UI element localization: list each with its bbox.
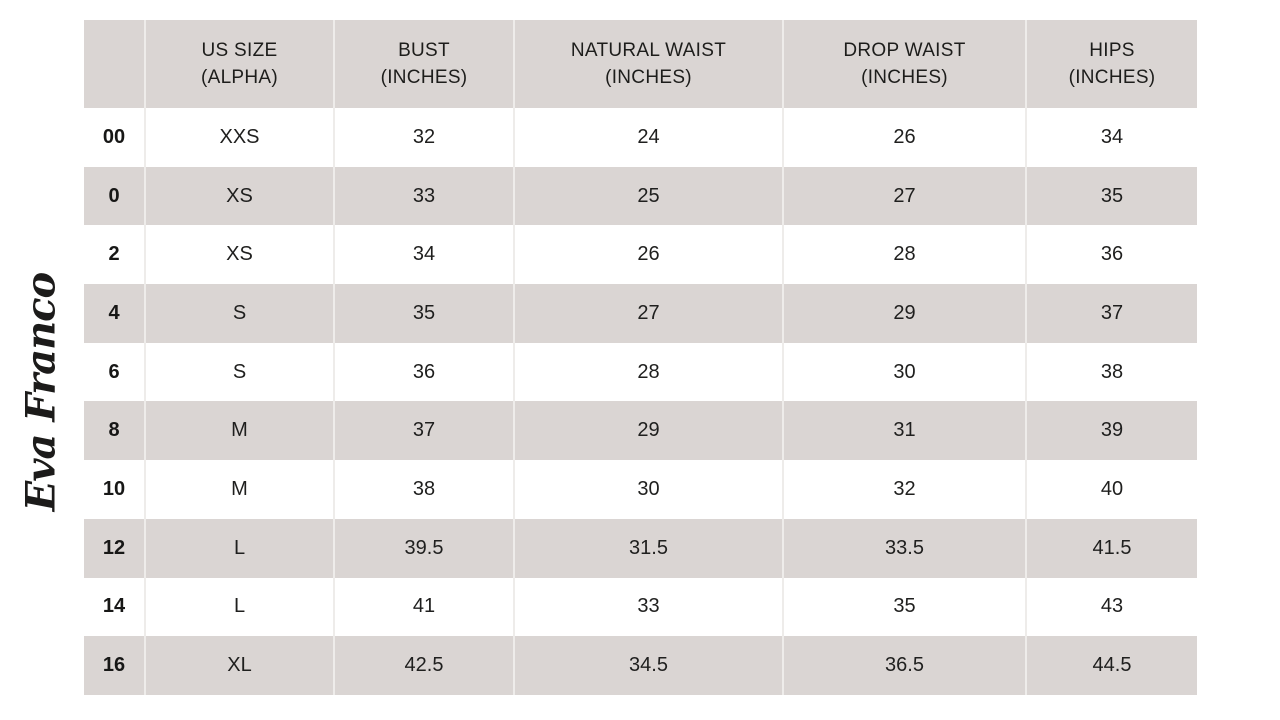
hips-cell: 39	[1025, 401, 1197, 461]
us-size-cell: 0	[84, 166, 144, 226]
table-row-size-16: 16 XL 42.5 34.5 36.5 44.5	[84, 636, 1197, 695]
bust-cell: 35	[333, 284, 513, 343]
us-size-cell: 12	[84, 518, 144, 578]
drop-waist-cell: 26	[782, 108, 1025, 167]
us-size-cell: 16	[84, 636, 144, 695]
header-hips-line1: HIPS	[1089, 40, 1135, 61]
table-row-size-4: 4 S 35 27 29 37	[84, 284, 1197, 343]
bust-cell: 36	[333, 342, 513, 402]
drop-waist-cell: 28	[782, 225, 1025, 285]
header-drop-waist-line1: DROP WAIST	[843, 40, 966, 61]
bust-cell: 38	[333, 460, 513, 519]
table-row-size-6: 6 S 36 28 30 38	[84, 342, 1197, 402]
drop-waist-cell: 27	[782, 166, 1025, 226]
drop-waist-cell: 32	[782, 460, 1025, 519]
bust-cell: 37	[333, 401, 513, 461]
natural-waist-cell: 33	[513, 577, 782, 637]
alpha-size-cell: S	[144, 342, 333, 402]
alpha-size-cell: XS	[144, 166, 333, 226]
header-us-size-alpha-line2: (ALPHA)	[200, 67, 279, 88]
header-corner-cell	[84, 20, 144, 108]
us-size-cell: 4	[84, 284, 144, 343]
alpha-size-cell: L	[144, 577, 333, 637]
hips-cell: 38	[1025, 342, 1197, 402]
header-bust: BUST (INCHES)	[333, 20, 513, 108]
natural-waist-cell: 30	[513, 460, 782, 519]
natural-waist-cell: 28	[513, 342, 782, 402]
table-row-size-14: 14 L 41 33 35 43	[84, 577, 1197, 637]
alpha-size-cell: XXS	[144, 108, 333, 167]
us-size-cell: 6	[84, 342, 144, 402]
alpha-size-cell: M	[144, 460, 333, 519]
header-natural-waist: NATURAL WAIST (INCHES)	[513, 20, 782, 108]
header-natural-waist-line2: (INCHES)	[605, 67, 692, 88]
drop-waist-cell: 35	[782, 577, 1025, 637]
us-size-cell: 8	[84, 401, 144, 461]
alpha-size-cell: S	[144, 284, 333, 343]
table-row-size-2: 2 XS 34 26 28 36	[84, 225, 1197, 285]
us-size-cell: 00	[84, 108, 144, 167]
table-row-size-00: 00 XXS 32 24 26 34	[84, 108, 1197, 167]
hips-cell: 40	[1025, 460, 1197, 519]
header-natural-waist-line1: NATURAL WAIST	[570, 40, 727, 61]
alpha-size-cell: XL	[144, 636, 333, 695]
drop-waist-cell: 36.5	[782, 636, 1025, 695]
natural-waist-cell: 25	[513, 166, 782, 226]
bust-cell: 33	[333, 166, 513, 226]
header-drop-waist: DROP WAIST (INCHES)	[782, 20, 1025, 108]
drop-waist-cell: 33.5	[782, 518, 1025, 578]
bust-cell: 42.5	[333, 636, 513, 695]
header-us-size-alpha-line1: US SIZE	[201, 40, 278, 61]
bust-cell: 32	[333, 108, 513, 167]
drop-waist-cell: 30	[782, 342, 1025, 402]
us-size-cell: 2	[84, 225, 144, 285]
hips-cell: 35	[1025, 166, 1197, 226]
size-chart-table: US SIZE (ALPHA) BUST (INCHES) NATURAL WA…	[84, 20, 1197, 695]
header-bust-line1: BUST	[398, 40, 450, 61]
natural-waist-cell: 34.5	[513, 636, 782, 695]
table-row-size-12: 12 L 39.5 31.5 33.5 41.5	[84, 518, 1197, 578]
hips-cell: 34	[1025, 108, 1197, 167]
us-size-cell: 10	[84, 460, 144, 519]
header-bust-line2: (INCHES)	[380, 67, 468, 88]
hips-cell: 36	[1025, 225, 1197, 285]
hips-cell: 44.5	[1025, 636, 1197, 695]
hips-cell: 43	[1025, 577, 1197, 637]
header-hips: HIPS (INCHES)	[1025, 20, 1197, 108]
natural-waist-cell: 24	[513, 108, 782, 167]
header-row: US SIZE (ALPHA) BUST (INCHES) NATURAL WA…	[84, 20, 1197, 108]
header-us-size-alpha: US SIZE (ALPHA)	[144, 20, 333, 108]
bust-cell: 34	[333, 225, 513, 285]
bust-cell: 39.5	[333, 518, 513, 578]
table-row-size-0: 0 XS 33 25 27 35	[84, 166, 1197, 226]
table-row-size-10: 10 M 38 30 32 40	[84, 460, 1197, 519]
us-size-cell: 14	[84, 577, 144, 637]
table-row-size-8: 8 M 37 29 31 39	[84, 401, 1197, 461]
natural-waist-cell: 31.5	[513, 518, 782, 578]
drop-waist-cell: 29	[782, 284, 1025, 343]
header-hips-line2: (INCHES)	[1068, 67, 1156, 88]
drop-waist-cell: 31	[782, 401, 1025, 461]
natural-waist-cell: 29	[513, 401, 782, 461]
brand-logo-text: Eva Franco	[17, 272, 65, 512]
alpha-size-cell: L	[144, 518, 333, 578]
natural-waist-cell: 26	[513, 225, 782, 285]
alpha-size-cell: M	[144, 401, 333, 461]
hips-cell: 41.5	[1025, 518, 1197, 578]
natural-waist-cell: 27	[513, 284, 782, 343]
bust-cell: 41	[333, 577, 513, 637]
header-drop-waist-line2: (INCHES)	[861, 67, 948, 88]
hips-cell: 37	[1025, 284, 1197, 343]
alpha-size-cell: XS	[144, 225, 333, 285]
